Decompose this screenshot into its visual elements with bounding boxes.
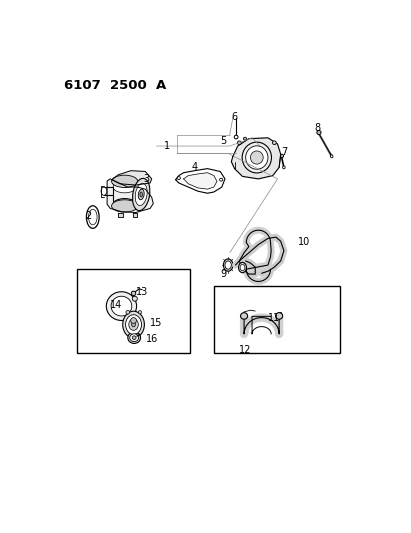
Ellipse shape xyxy=(219,178,223,181)
Ellipse shape xyxy=(224,259,233,271)
Ellipse shape xyxy=(129,319,139,330)
Text: 6: 6 xyxy=(231,112,238,122)
Ellipse shape xyxy=(272,141,276,144)
Text: 4: 4 xyxy=(192,163,198,172)
Ellipse shape xyxy=(113,181,136,193)
Ellipse shape xyxy=(234,135,238,139)
Ellipse shape xyxy=(86,206,99,228)
Polygon shape xyxy=(107,179,153,213)
Bar xyxy=(77,269,190,353)
Ellipse shape xyxy=(243,137,247,140)
Ellipse shape xyxy=(111,175,138,188)
Ellipse shape xyxy=(132,336,136,340)
Text: 2: 2 xyxy=(85,211,91,221)
Text: 3: 3 xyxy=(144,174,150,184)
Ellipse shape xyxy=(130,334,139,342)
Ellipse shape xyxy=(126,310,130,314)
Ellipse shape xyxy=(101,187,107,195)
Ellipse shape xyxy=(238,262,247,273)
Ellipse shape xyxy=(132,291,136,296)
Ellipse shape xyxy=(128,332,141,343)
Ellipse shape xyxy=(238,141,241,144)
Polygon shape xyxy=(133,213,137,216)
Ellipse shape xyxy=(280,154,284,158)
Ellipse shape xyxy=(123,311,144,338)
Text: 7: 7 xyxy=(281,147,287,157)
Ellipse shape xyxy=(138,189,144,200)
Text: 14: 14 xyxy=(110,300,122,310)
Text: 11: 11 xyxy=(268,313,280,324)
Ellipse shape xyxy=(246,146,268,169)
Ellipse shape xyxy=(111,296,132,316)
Ellipse shape xyxy=(177,176,180,180)
Ellipse shape xyxy=(111,200,138,212)
Text: 6107  2500  A: 6107 2500 A xyxy=(64,79,166,92)
Polygon shape xyxy=(231,138,281,179)
Ellipse shape xyxy=(132,179,150,211)
Text: 10: 10 xyxy=(298,238,310,247)
Ellipse shape xyxy=(88,209,97,225)
Ellipse shape xyxy=(132,322,136,327)
Ellipse shape xyxy=(131,318,136,324)
Ellipse shape xyxy=(317,131,321,134)
Ellipse shape xyxy=(240,313,247,319)
Ellipse shape xyxy=(113,199,136,210)
Ellipse shape xyxy=(132,296,137,301)
Text: 16: 16 xyxy=(146,334,159,344)
Ellipse shape xyxy=(240,264,245,271)
Ellipse shape xyxy=(283,166,285,169)
Ellipse shape xyxy=(250,151,263,164)
Polygon shape xyxy=(184,173,217,189)
Ellipse shape xyxy=(330,155,333,158)
Bar xyxy=(214,286,339,353)
Polygon shape xyxy=(112,171,152,185)
Ellipse shape xyxy=(113,177,136,189)
Ellipse shape xyxy=(140,192,143,197)
Ellipse shape xyxy=(139,311,141,314)
Ellipse shape xyxy=(276,313,283,319)
Polygon shape xyxy=(118,213,123,216)
Text: 13: 13 xyxy=(136,287,148,297)
Ellipse shape xyxy=(106,292,136,320)
Ellipse shape xyxy=(225,261,231,269)
Text: 15: 15 xyxy=(150,318,162,328)
Ellipse shape xyxy=(242,142,272,173)
Text: 9: 9 xyxy=(220,269,226,279)
Ellipse shape xyxy=(126,314,141,334)
Text: 1: 1 xyxy=(164,141,171,151)
Ellipse shape xyxy=(135,183,147,206)
Text: 8: 8 xyxy=(314,123,320,133)
Polygon shape xyxy=(175,168,225,193)
Text: 12: 12 xyxy=(239,345,251,356)
Text: 5: 5 xyxy=(220,136,226,146)
